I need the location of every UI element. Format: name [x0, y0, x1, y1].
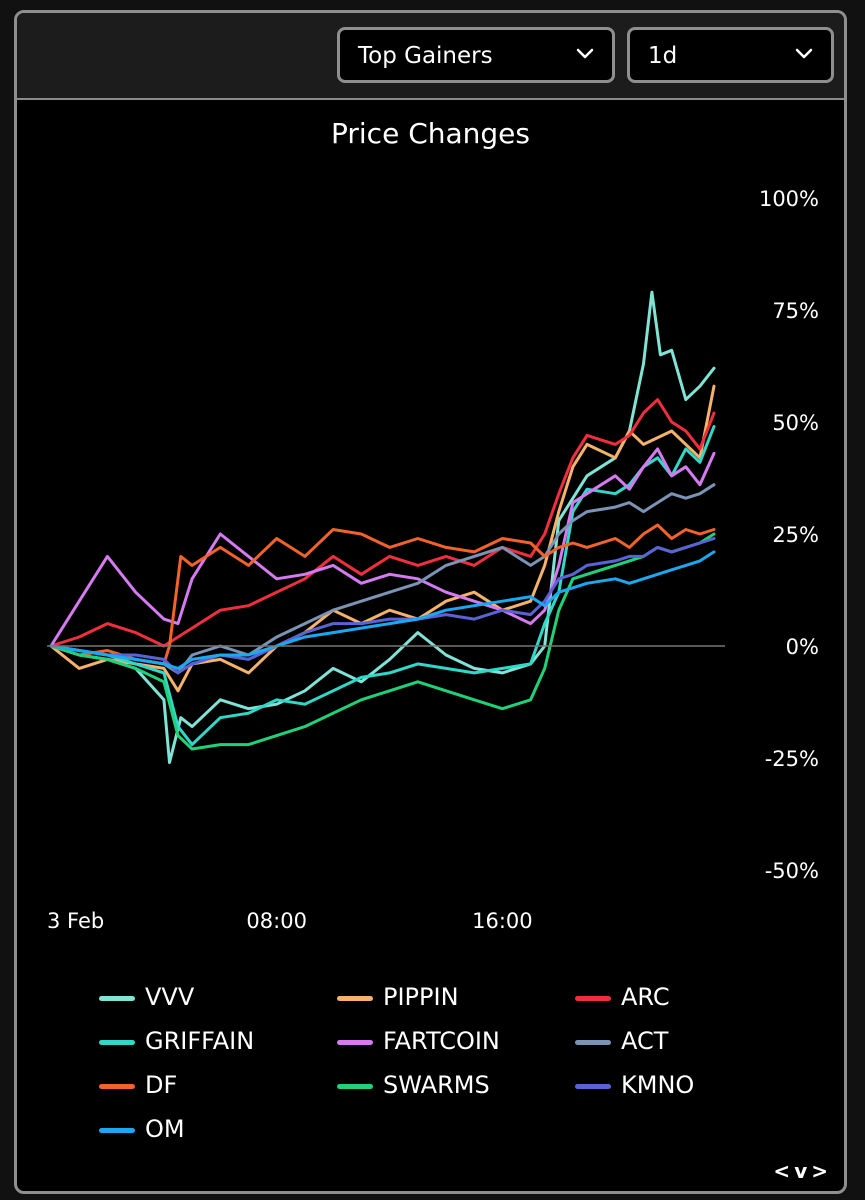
y-tick-label: -50% — [765, 859, 819, 883]
legend-label: FARTCOIN — [383, 1027, 500, 1055]
legend-label: VVV — [145, 983, 195, 1011]
x-tick-label: 08:00 — [246, 909, 307, 933]
legend-swatch — [337, 996, 373, 1001]
legend-label: GRIFFAIN — [145, 1027, 255, 1055]
y-tick-label: 25% — [772, 523, 819, 547]
y-tick-label: -25% — [765, 747, 819, 771]
period-selected: 1d — [648, 43, 678, 69]
legend-label: DF — [145, 1071, 178, 1099]
list-type-selected: Top Gainers — [358, 43, 493, 69]
series-line-df — [49, 523, 716, 666]
legend-swatch — [99, 996, 135, 1001]
legend-label: PIPPIN — [383, 983, 459, 1011]
legend-label: ACT — [621, 1027, 669, 1055]
prev-page-button[interactable]: < — [773, 1159, 795, 1183]
price-line-chart: 100% 75% 50% 25% 0% -25% -50% 3 Feb 08:00 16:00 — [47, 187, 819, 933]
series-line-om — [49, 550, 716, 670]
x-tick-label: 3 Feb — [47, 909, 104, 933]
price-changes-widget: Top Gainers 1d Price Changes 100% 75% 50% 2… — [14, 10, 847, 1194]
legend-swatch — [99, 1040, 135, 1045]
series-line-vvv — [49, 290, 716, 764]
legend-label: SWARMS — [383, 1071, 490, 1099]
next-page-button[interactable]: > — [811, 1159, 832, 1183]
widget-pager: <v> — [773, 1159, 832, 1183]
series-line-kmno — [49, 537, 716, 675]
y-tick-label: 50% — [772, 411, 819, 435]
legend-swatch — [575, 1040, 611, 1045]
chevron-down-icon — [576, 48, 594, 59]
legend-swatch — [337, 1084, 373, 1089]
legend-label: OM — [145, 1115, 185, 1143]
legend-swatch — [575, 1084, 611, 1089]
series-line-arc — [49, 398, 716, 648]
legend-swatch — [99, 1084, 135, 1089]
y-tick-label: 100% — [759, 187, 819, 211]
series-layer — [49, 290, 716, 764]
period-dropdown[interactable]: 1d — [627, 27, 834, 83]
legend-swatch — [575, 996, 611, 1001]
chart-title: Price Changes — [331, 117, 530, 150]
widget-toolbar: Top Gainers 1d — [17, 13, 844, 100]
legend-swatch — [337, 1040, 373, 1045]
y-tick-label: 75% — [772, 299, 819, 323]
legend-label: ARC — [621, 983, 670, 1011]
chevron-down-icon — [795, 48, 813, 59]
series-line-fartcoin — [49, 447, 716, 648]
legend-label: KMNO — [621, 1071, 695, 1099]
chart-legend: VVV PIPPIN ARC GRIFFAIN FARTCOIN ACT DF SWARMS K… — [17, 13, 844, 1191]
list-type-dropdown[interactable]: Top Gainers — [337, 27, 615, 83]
x-tick-label: 16:00 — [472, 909, 533, 933]
legend-swatch — [99, 1128, 135, 1133]
y-tick-label: 0% — [786, 635, 819, 659]
collapse-toggle-button[interactable]: v — [794, 1159, 812, 1183]
axis-layer: 100% 75% 50% 25% 0% -25% -50% 3 Feb 08:00 16:00 — [47, 187, 819, 933]
